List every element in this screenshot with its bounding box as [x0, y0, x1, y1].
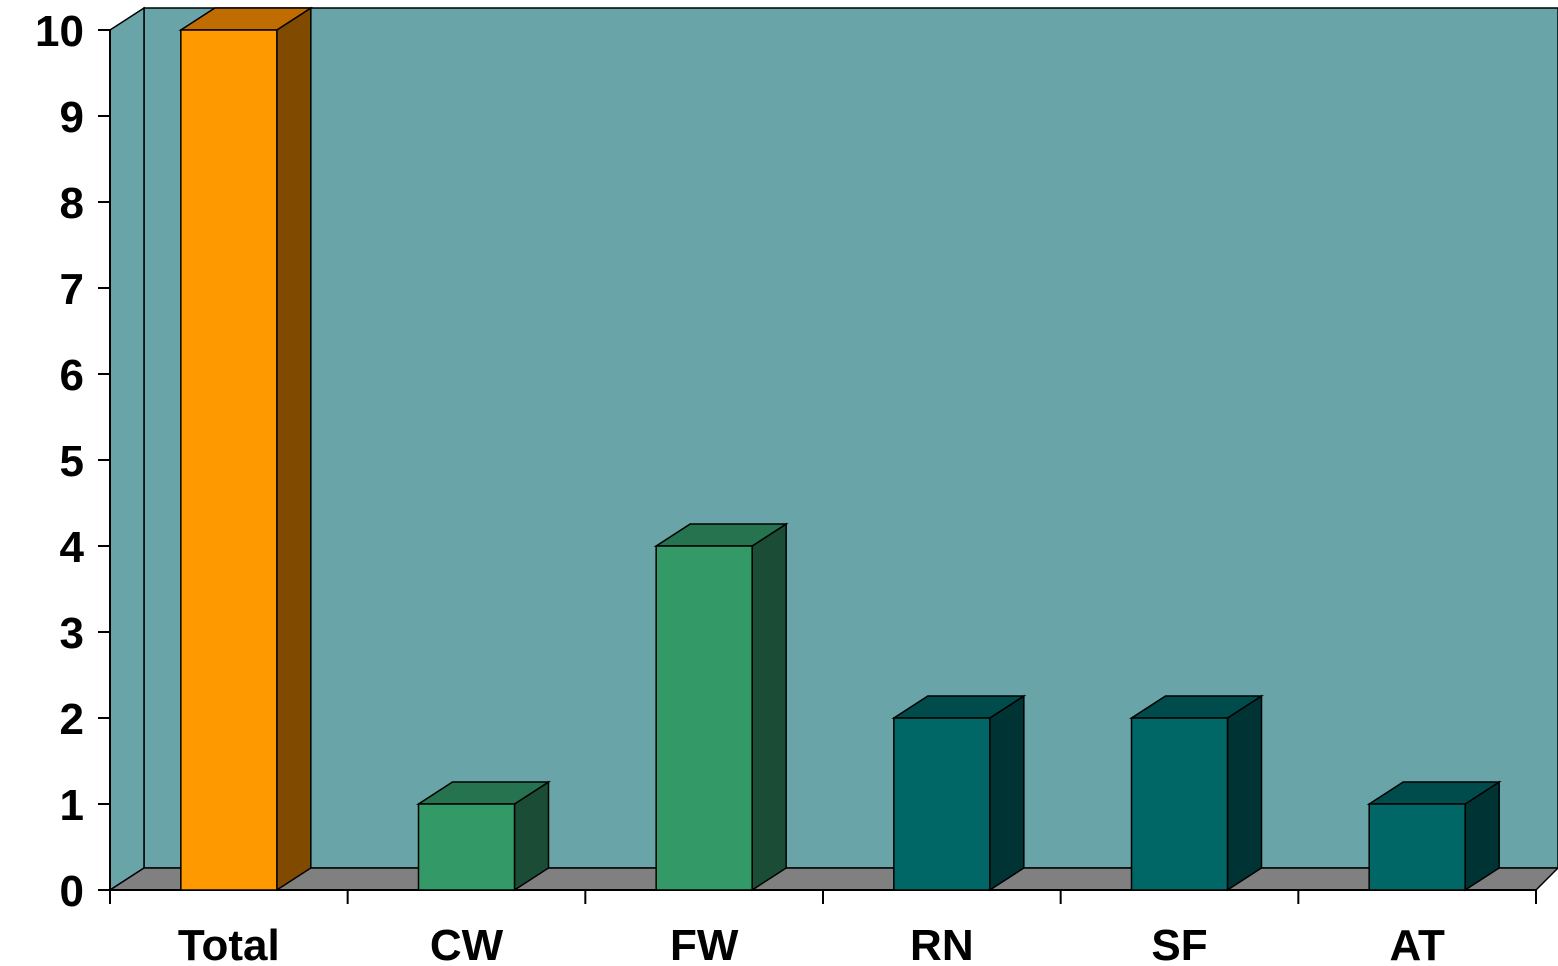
bar-at: [1366, 780, 1502, 892]
bar-fw: [653, 522, 789, 892]
y-tick-label: 2: [60, 695, 84, 744]
y-tick-label: 6: [60, 351, 84, 400]
y-tick-label: 1: [60, 781, 84, 830]
bar-side: [276, 6, 312, 892]
bar-side: [989, 694, 1025, 892]
bar-cw: [415, 780, 552, 892]
y-tick-label: 5: [60, 437, 84, 486]
x-category-label: RN: [910, 921, 974, 966]
bar-front: [1368, 803, 1466, 891]
bar-front: [180, 29, 278, 891]
y-tick-label: 9: [60, 93, 84, 142]
bar-side: [751, 522, 787, 892]
y-tick-label: 7: [60, 265, 84, 314]
bar-front: [655, 545, 753, 891]
bars: [178, 6, 1502, 892]
y-tick-label: 4: [60, 523, 85, 572]
side-wall: [109, 6, 145, 892]
x-category-label: FW: [670, 921, 739, 966]
x-category-label: Total: [178, 921, 280, 966]
floor: [107, 867, 1558, 891]
x-category-label: CW: [430, 921, 504, 966]
bar-rn: [891, 694, 1027, 892]
back-wall: [143, 7, 1558, 869]
bar-front: [417, 803, 516, 891]
y-tick-label: 3: [60, 609, 84, 658]
x-category-label: AT: [1389, 921, 1445, 966]
bar-sf: [1128, 694, 1265, 892]
y-tick-label: 8: [60, 179, 84, 228]
chart-background: [107, 6, 1558, 892]
bar-side: [1226, 694, 1263, 892]
x-category-label: SF: [1151, 921, 1207, 966]
bar-front: [1130, 717, 1229, 891]
y-tick-label: 0: [60, 867, 84, 916]
y-tick-label: 10: [35, 7, 84, 56]
bar-front: [893, 717, 991, 891]
bar-total: [178, 6, 314, 892]
x-axis: Total CW FW RN SF AT: [109, 890, 1537, 966]
